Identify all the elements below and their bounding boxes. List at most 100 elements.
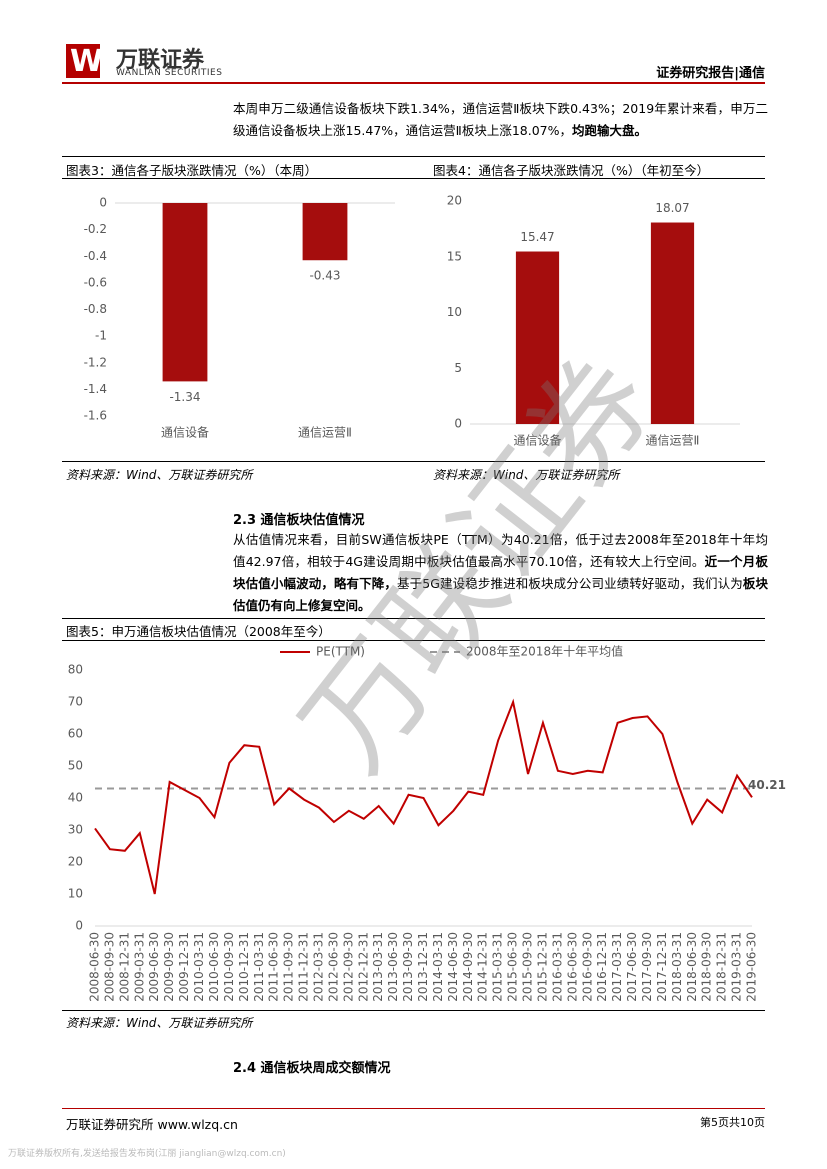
y-tick-label: 20 bbox=[68, 855, 83, 869]
y-tick-label: 20 bbox=[447, 194, 462, 208]
y-tick-label: -1.6 bbox=[84, 409, 107, 423]
legend-label: 2008年至2018年十年平均值 bbox=[466, 644, 623, 659]
x-tick-label: 2017-09-30 bbox=[640, 932, 654, 1002]
y-tick-label: 50 bbox=[68, 759, 83, 773]
text-run: 近一个月板块估值小幅波动，略有下降， bbox=[233, 554, 768, 591]
y-tick-label: 0 bbox=[99, 196, 107, 210]
x-tick-label: 2009-12-31 bbox=[177, 932, 191, 1002]
x-tick-label: 2013-06-30 bbox=[386, 932, 400, 1002]
y-tick-label: 10 bbox=[447, 305, 462, 319]
x-tick-label: 2018-12-31 bbox=[715, 932, 729, 1002]
value-label: 18.07 bbox=[655, 201, 689, 215]
logo-mark bbox=[66, 44, 100, 78]
y-tick-label: -0.2 bbox=[84, 222, 107, 236]
rule bbox=[62, 640, 765, 641]
y-tick-label: -1.4 bbox=[84, 382, 107, 396]
chart: 0 5 10 15 20 15.47 通信设备 18.07 通信运营Ⅱ bbox=[447, 194, 740, 448]
x-tick-label: 2015-09-30 bbox=[521, 932, 535, 1002]
x-tick-label: 2018-06-30 bbox=[685, 932, 699, 1002]
y-tick-label: 10 bbox=[68, 887, 83, 901]
x-tick-label: 2019-03-31 bbox=[730, 932, 744, 1002]
footer-right: 第5页共10页 bbox=[700, 1116, 765, 1129]
x-tick-label: 2013-09-30 bbox=[401, 932, 415, 1002]
y-tick-label: 15 bbox=[447, 249, 462, 263]
x-tick-label: 2016-12-31 bbox=[595, 932, 609, 1002]
value-label: -0.43 bbox=[309, 269, 340, 283]
y-tick-label: -0.8 bbox=[84, 302, 107, 316]
x-tick-label: 2015-06-30 bbox=[506, 932, 520, 1002]
line bbox=[94, 698, 753, 895]
paragraph: 从估值情况来看，目前SW通信板块PE（TTM）为40.21倍，低于过去2008年… bbox=[233, 529, 768, 617]
logo-w: W bbox=[70, 44, 104, 79]
x-tick-label: 2011-06-30 bbox=[267, 932, 281, 1002]
report-type: 证券研究报告|通信 bbox=[656, 66, 765, 81]
x-tick-label: 通信设备 bbox=[161, 426, 209, 440]
rule bbox=[62, 461, 765, 462]
y-tick-label: -0.6 bbox=[84, 275, 107, 289]
caption: 图表3：通信各子版块涨跌情况（%）（本周） bbox=[66, 163, 318, 178]
y-tick-label: 5 bbox=[454, 361, 462, 375]
x-tick-label: 2009-09-30 bbox=[162, 932, 176, 1002]
y-tick-label: 0 bbox=[454, 417, 462, 431]
copyright: 万联证券版权所有,发送给报告发布岗(江丽 jianglian@wlzq.com.… bbox=[8, 1149, 286, 1159]
x-tick-label: 2015-03-31 bbox=[491, 932, 505, 1002]
x-tick-label: 2011-03-31 bbox=[252, 932, 266, 1002]
y-tick-label: 0 bbox=[75, 919, 83, 933]
x-tick-label: 2014-06-30 bbox=[446, 932, 460, 1002]
rule bbox=[62, 618, 765, 619]
text-run: 基于5G建设稳步推进和板块成分公司业绩转好驱动，我们认为 bbox=[397, 576, 743, 591]
y-tick-label: -1 bbox=[95, 329, 107, 343]
x-tick-label: 2012-12-31 bbox=[356, 932, 370, 1002]
source: 资料来源：Wind、万联证券研究所 bbox=[66, 1016, 253, 1030]
bar bbox=[650, 222, 695, 424]
source: 资料来源：Wind、万联证券研究所 bbox=[66, 468, 253, 482]
footer-left: 万联证券研究所 www.wlzq.cn bbox=[66, 1117, 238, 1132]
x-tick-label: 2017-12-31 bbox=[655, 932, 669, 1002]
bar bbox=[162, 203, 208, 382]
y-tick-label: 60 bbox=[68, 727, 83, 741]
x-tick-label: 2017-03-31 bbox=[610, 932, 624, 1002]
x-tick-label: 2016-06-30 bbox=[565, 932, 579, 1002]
rule bbox=[62, 178, 765, 179]
x-tick-label: 通信运营Ⅱ bbox=[646, 434, 700, 448]
x-tick-label: 2014-09-30 bbox=[461, 932, 475, 1002]
text-run: 均跑输大盘。 bbox=[571, 123, 647, 138]
section-heading: 2.3 通信板块估值情况 bbox=[233, 513, 365, 528]
x-tick-label: 2008-12-31 bbox=[117, 932, 131, 1002]
legend-label: PE(TTM) bbox=[316, 645, 365, 659]
x-tick-label: 2010-12-31 bbox=[237, 932, 251, 1002]
x-tick-label: 2014-12-31 bbox=[476, 932, 490, 1002]
x-tick-label: 2010-09-30 bbox=[222, 932, 236, 1002]
chart: 0 -0.2 -0.4 -0.6 -0.8 -1 -1.2 -1.4 -1.6 -1.34 通信设备… bbox=[84, 196, 395, 440]
y-tick-label: 70 bbox=[68, 695, 83, 709]
caption: 图表4：通信各子版块涨跌情况（%）（年初至今） bbox=[433, 163, 710, 178]
x-tick-label: 2008-09-30 bbox=[102, 932, 116, 1002]
x-tick-label: 2012-06-30 bbox=[326, 932, 340, 1002]
x-tick-label: 2013-03-31 bbox=[371, 932, 385, 1002]
section-heading: 2.4 通信板块周成交额情况 bbox=[233, 1061, 391, 1076]
x-tick-label: 2016-03-31 bbox=[550, 932, 564, 1002]
logo-en: WANLIAN SECURITIES bbox=[116, 68, 223, 78]
x-tick-label: 2012-09-30 bbox=[341, 932, 355, 1002]
x-tick-label: 2010-03-31 bbox=[192, 932, 206, 1002]
x-tick-label: 2018-09-30 bbox=[700, 932, 714, 1002]
x-tick-label: 2017-06-30 bbox=[625, 932, 639, 1002]
rule bbox=[62, 1010, 765, 1011]
y-tick-label: 30 bbox=[68, 823, 83, 837]
footer-rule bbox=[62, 1108, 765, 1109]
y-tick-label: 40 bbox=[68, 791, 83, 805]
bar bbox=[302, 203, 348, 261]
caption: 图表5：申万通信板块估值情况（2008年至今） bbox=[66, 624, 331, 639]
x-tick-label: 2009-06-30 bbox=[147, 932, 161, 1002]
bar bbox=[515, 251, 560, 424]
x-tick-label: 2014-03-31 bbox=[431, 932, 445, 1002]
value-label: -1.34 bbox=[169, 390, 200, 404]
x-tick-label: 2009-03-31 bbox=[132, 932, 146, 1002]
x-tick-label: 2013-12-31 bbox=[416, 932, 430, 1002]
x-tick-label: 通信设备 bbox=[513, 434, 561, 448]
logo-cn: 万联证券 bbox=[116, 48, 205, 73]
x-tick-label: 2011-09-30 bbox=[282, 932, 296, 1002]
y-tick-label: -1.2 bbox=[84, 355, 107, 369]
